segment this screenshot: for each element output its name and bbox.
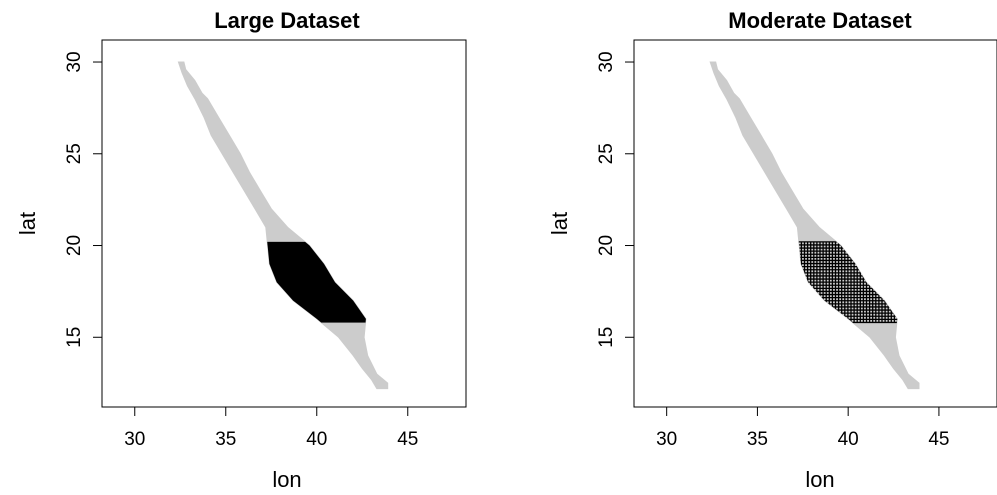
y-tick-label: 25 — [596, 143, 617, 164]
sea-region — [177, 61, 389, 390]
plot-frame — [633, 39, 997, 408]
x-tick-label: 35 — [747, 429, 768, 450]
chart-title: Large Dataset — [214, 8, 360, 33]
y-tick-label: 30 — [64, 51, 85, 72]
chart-title: Moderate Dataset — [728, 8, 912, 33]
data-subset — [710, 241, 919, 324]
x-axis-label: lon — [272, 467, 301, 492]
x-tick-label: 40 — [306, 429, 327, 450]
x-tick-label: 40 — [838, 429, 859, 450]
y-tick-label: 25 — [64, 143, 85, 164]
plot-area — [177, 61, 389, 390]
x-tick-label: 30 — [124, 429, 145, 450]
panel-2: 30 35 40 45 15 20 25 30 Moderate Dataset lon lat — [547, 8, 997, 492]
x-tick-label: 45 — [928, 429, 949, 450]
sea-region — [709, 61, 920, 390]
y-axis-label: lat — [15, 212, 40, 235]
y-tick-label: 15 — [64, 327, 85, 348]
subset-fill — [178, 241, 388, 323]
x-tick-label: 30 — [656, 429, 677, 450]
x-tick-label: 35 — [215, 429, 236, 450]
panel-1: 30 35 40 45 15 20 25 30 Large Dataset lon lat — [15, 8, 467, 492]
plot-frame — [101, 39, 467, 408]
data-subset — [178, 241, 388, 323]
y-tick-label: 20 — [64, 235, 85, 256]
x-tick-label: 45 — [397, 429, 418, 450]
y-axis-label: lat — [547, 212, 572, 235]
y-tick-label: 20 — [596, 235, 617, 256]
plot-area — [709, 61, 920, 390]
y-tick-label: 30 — [596, 51, 617, 72]
y-tick-label: 15 — [596, 327, 617, 348]
x-axis-label: lon — [805, 467, 834, 492]
